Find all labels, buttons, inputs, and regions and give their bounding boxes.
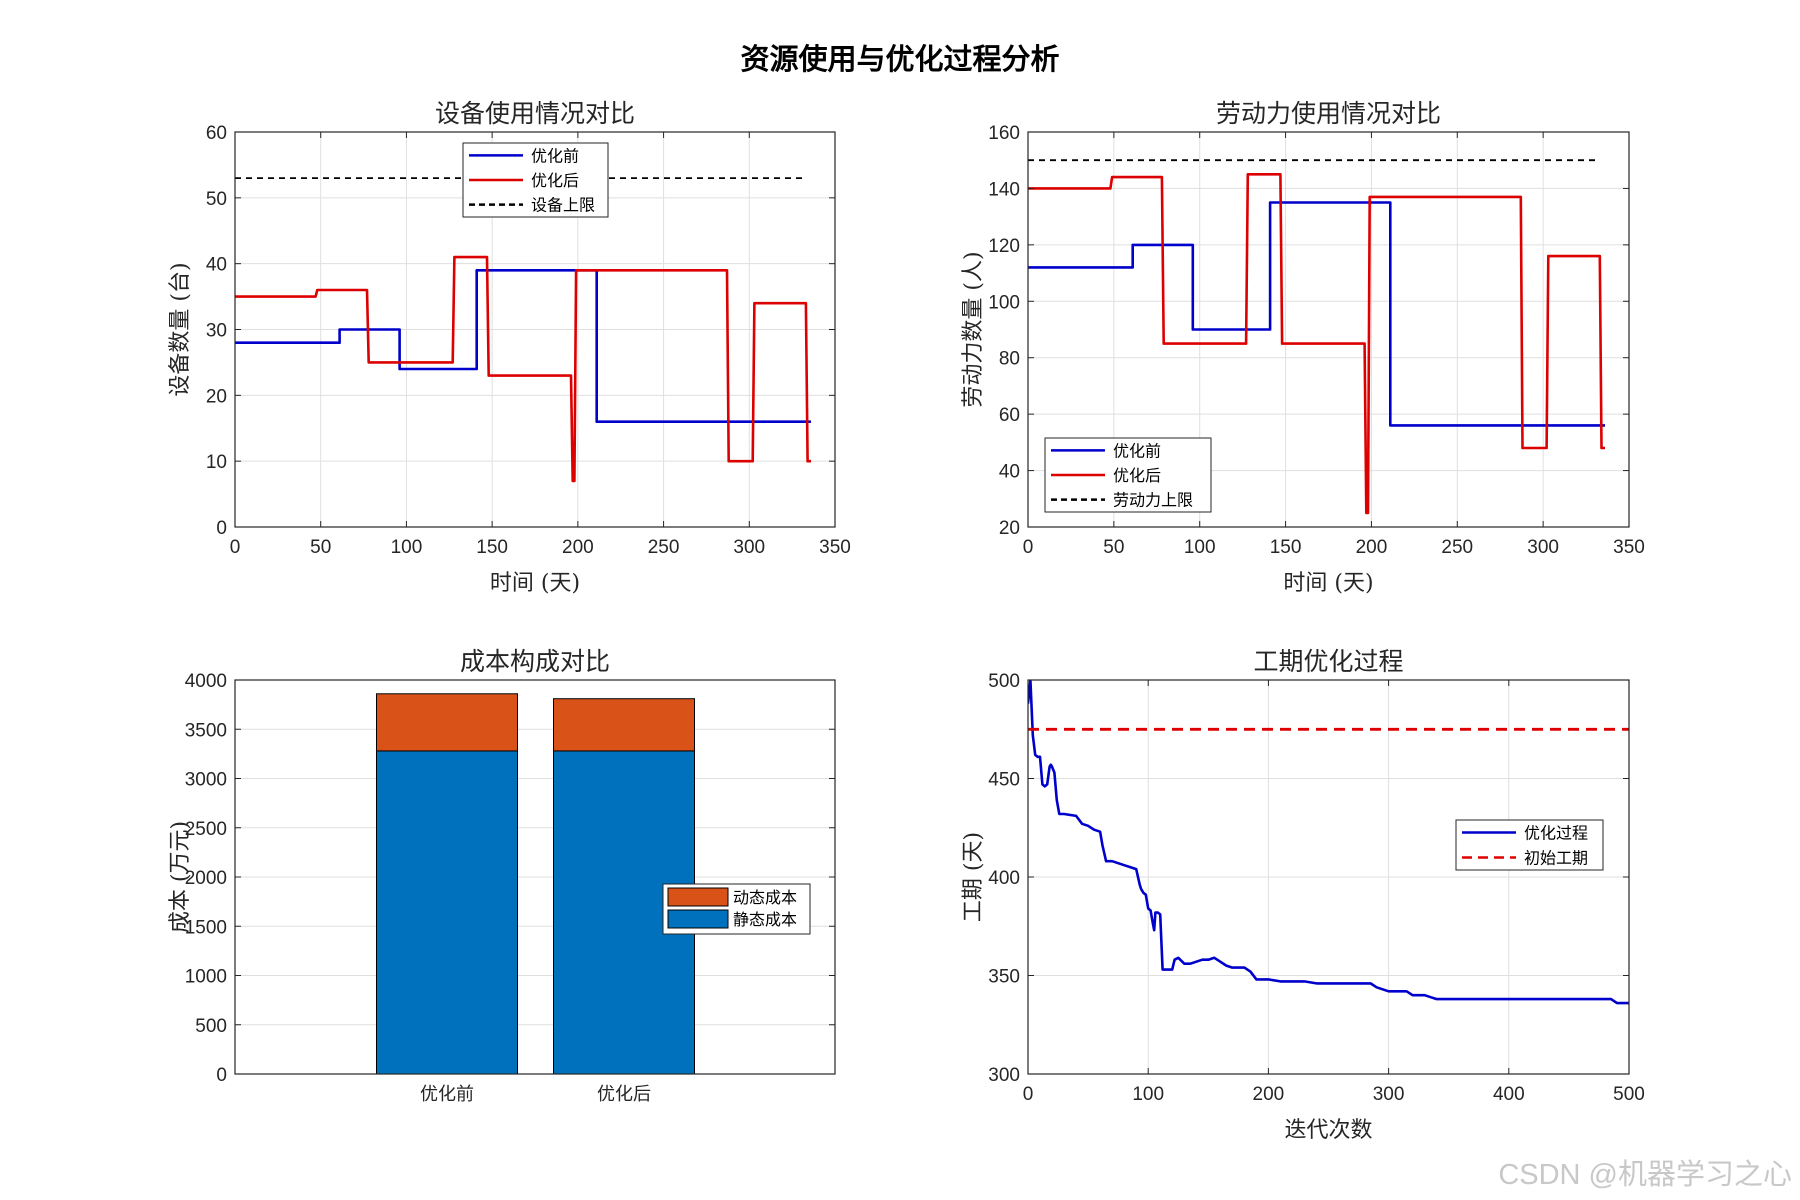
chart-title: 设备使用情况对比 — [435, 99, 635, 128]
series-line-0 — [235, 268, 811, 424]
chart-title: 劳动力使用情况对比 — [1216, 99, 1441, 128]
bar-1-series-1 — [553, 698, 695, 752]
legend-label: 优化后 — [531, 171, 579, 190]
legend-label: 优化过程 — [1524, 824, 1588, 843]
y-tick-label: 20 — [999, 518, 1020, 539]
y-tick-label: 350 — [988, 967, 1020, 988]
legend-label: 优化前 — [1113, 441, 1161, 460]
y-tick-label: 2000 — [185, 868, 227, 889]
x-tick-label: 350 — [819, 537, 851, 558]
x-tick-label: 200 — [562, 537, 594, 558]
labor-usage-chart: 0 50 100 150 200 250 300 350 20 40 60 80 100 120 140 16… — [961, 99, 1645, 596]
y-tick-label: 300 — [988, 1065, 1020, 1086]
legend-box — [1455, 819, 1604, 871]
bar-0-series-1 — [376, 693, 518, 752]
y-axis-label: 劳动力数量 (人) — [961, 251, 986, 407]
y-tick-label: 140 — [988, 179, 1020, 200]
y-tick-label: 20 — [206, 386, 227, 407]
x-tick-label: 0 — [230, 537, 241, 558]
y-tick-label: 500 — [988, 671, 1020, 692]
y-axis-label: 成本 (万元) — [168, 821, 193, 933]
legend-label: 设备上限 — [531, 196, 595, 215]
y-tick-label: 400 — [988, 868, 1020, 889]
x-tick-label: 150 — [476, 537, 508, 558]
legend-label: 动态成本 — [733, 888, 797, 907]
x-tick-label: 100 — [391, 537, 423, 558]
axes-box — [1027, 131, 1630, 528]
y-axis-label: 设备数量 (台) — [168, 262, 193, 396]
cost-structure-chart: 优化前 优化后 0 500 1000 1500 2000 2500 3000 3500 4000 成本… — [168, 647, 836, 1105]
watermark: CSDN @机器学习之心 — [1498, 1158, 1792, 1191]
chart-title: 工期优化过程 — [1253, 647, 1403, 676]
series-line-0 — [1028, 680, 1629, 1005]
x-tick-label: 0 — [1023, 537, 1034, 558]
legend-label: 优化后 — [1113, 466, 1161, 485]
series-line-1 — [235, 255, 811, 483]
y-axis-label: 工期 (天) — [961, 832, 986, 922]
x-tick-label: 250 — [1441, 537, 1473, 558]
y-tick-label: 4000 — [185, 671, 227, 692]
y-tick-label: 80 — [999, 349, 1020, 370]
y-tick-label: 50 — [206, 189, 227, 210]
y-tick-label: 30 — [206, 321, 227, 342]
y-tick-label: 1000 — [185, 967, 227, 988]
x-axis-label: 迭代次数 — [1284, 1118, 1372, 1143]
x-tick-label: 350 — [1613, 537, 1645, 558]
legend-swatch — [667, 909, 729, 929]
x-tick-label: 500 — [1613, 1084, 1645, 1105]
x-tick-label: 150 — [1270, 537, 1302, 558]
category-label: 优化前 — [420, 1084, 474, 1105]
x-tick-label: 100 — [1132, 1084, 1164, 1105]
y-tick-label: 10 — [206, 452, 227, 473]
category-label: 优化后 — [597, 1084, 651, 1105]
y-tick-label: 3500 — [185, 720, 227, 741]
duration-optimization-chart: 0 100 200 300 400 500 300 350 400 450 500 工期优化过程迭代次… — [961, 647, 1645, 1143]
legend-swatch — [667, 887, 729, 907]
x-tick-label: 300 — [1527, 537, 1559, 558]
bar-0-series-0 — [376, 750, 518, 1075]
legend-label: 初始工期 — [1524, 849, 1588, 868]
x-tick-label: 200 — [1253, 1084, 1285, 1105]
y-tick-label: 60 — [206, 123, 227, 144]
y-tick-label: 160 — [988, 123, 1020, 144]
figure-title: 资源使用与优化过程分析 — [740, 42, 1059, 76]
x-tick-label: 50 — [1103, 537, 1124, 558]
y-tick-label: 0 — [216, 1065, 227, 1086]
y-tick-label: 40 — [206, 255, 227, 276]
x-axis-label: 时间 (天) — [1283, 571, 1373, 596]
y-tick-label: 0 — [216, 518, 227, 539]
legend-label: 劳动力上限 — [1113, 491, 1193, 510]
x-tick-label: 200 — [1356, 537, 1388, 558]
y-tick-label: 100 — [988, 292, 1020, 313]
y-tick-label: 500 — [195, 1016, 227, 1037]
x-tick-label: 250 — [648, 537, 680, 558]
x-tick-label: 400 — [1493, 1084, 1525, 1105]
y-tick-label: 60 — [999, 405, 1020, 426]
y-tick-label: 2500 — [185, 819, 227, 840]
x-tick-label: 50 — [310, 537, 331, 558]
chart-title: 成本构成对比 — [460, 647, 610, 676]
y-tick-label: 120 — [988, 236, 1020, 257]
y-tick-label: 450 — [988, 770, 1020, 791]
y-tick-label: 1500 — [185, 917, 227, 938]
legend-label: 静态成本 — [733, 910, 797, 929]
x-tick-label: 300 — [733, 537, 765, 558]
series-line-1 — [1028, 173, 1605, 515]
x-tick-label: 300 — [1373, 1084, 1405, 1105]
y-tick-label: 3000 — [185, 770, 227, 791]
x-tick-label: 100 — [1184, 537, 1216, 558]
x-axis-label: 时间 (天) — [490, 571, 580, 596]
legend-label: 优化前 — [531, 146, 579, 165]
series-line-0 — [1028, 201, 1605, 427]
equipment-usage-chart: 0 50 100 150 200 250 300 350 0 10 20 30 40 50 60 设备使用情况… — [168, 99, 851, 596]
y-tick-label: 40 — [999, 462, 1020, 483]
x-tick-label: 0 — [1023, 1084, 1034, 1105]
